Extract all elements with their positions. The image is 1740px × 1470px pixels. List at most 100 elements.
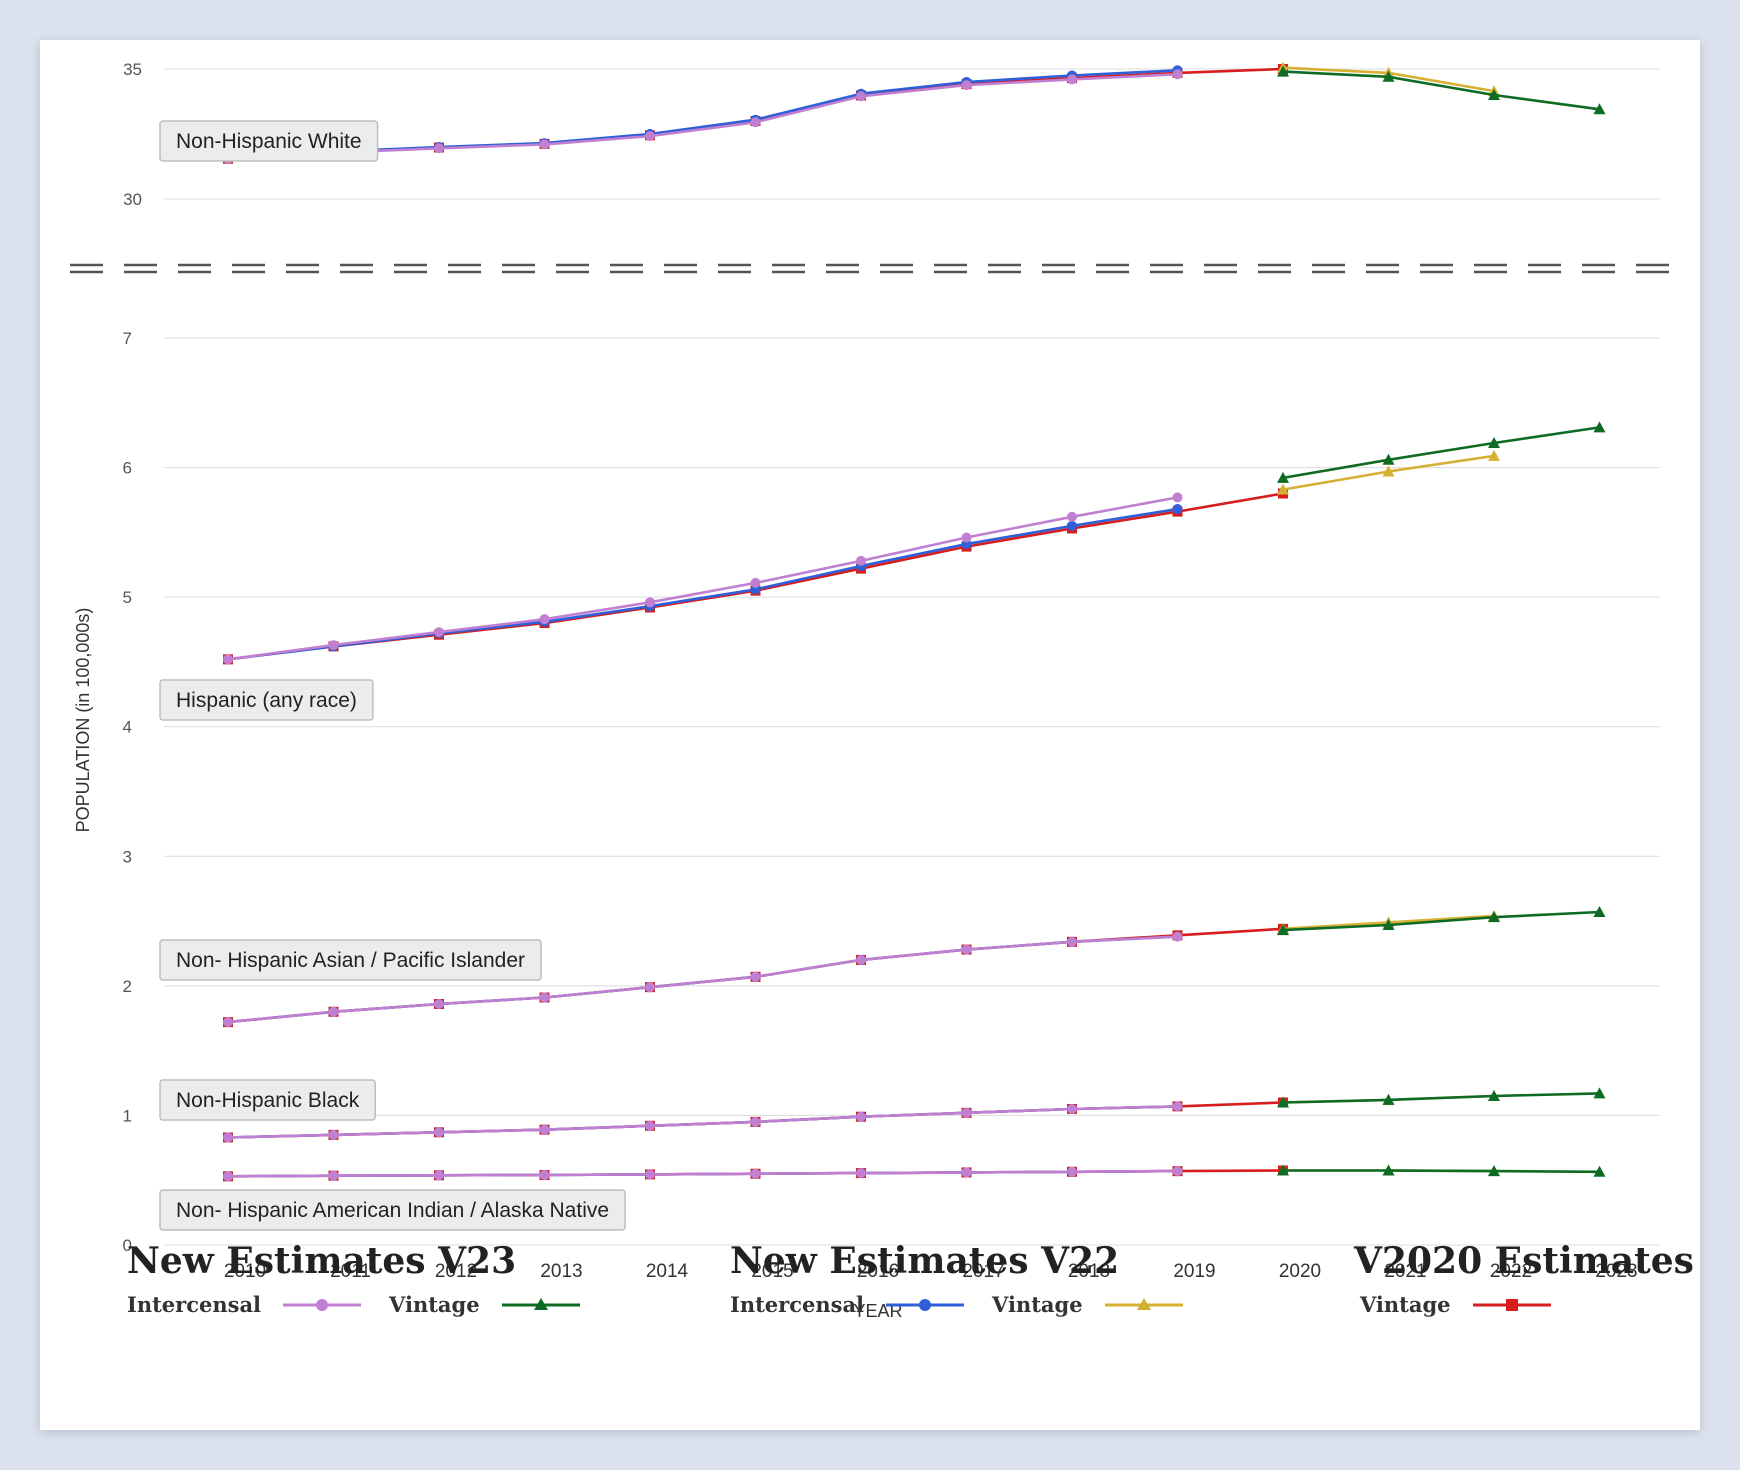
x-tick-label: 2022 <box>1490 1261 1532 1282</box>
data-point-v23_vintage <box>1488 911 1500 923</box>
series-group-label: Non-Hispanic White <box>176 130 362 153</box>
series-line-v23_intercensal <box>227 935 1178 1024</box>
data-point-v23_intercensal <box>1172 931 1183 942</box>
series-group-label: Hispanic (any race) <box>176 689 357 712</box>
data-point-v23_intercensal <box>539 992 550 1003</box>
x-tick-label: 2019 <box>1173 1261 1215 1282</box>
data-point-v23_intercensal <box>645 597 655 608</box>
data-point-v23_intercensal <box>961 80 972 91</box>
data-point-v23_intercensal <box>750 117 761 128</box>
data-point-v23_intercensal <box>856 1168 866 1179</box>
data-point-v23_vintage <box>1593 1165 1606 1177</box>
data-point-v23_intercensal <box>645 982 655 993</box>
data-point-v23_intercensal <box>1067 74 1077 85</box>
data-point-v23_intercensal <box>856 1111 866 1122</box>
data-point-v23_vintage <box>1593 421 1606 433</box>
series-group-label: Non- Hispanic American Indian / Alaska N… <box>176 1199 609 1222</box>
series-group-label: Non- Hispanic Asian / Pacific Islander <box>176 949 525 972</box>
data-point-v23_intercensal <box>328 1129 339 1140</box>
chart-card: 30 35 0 1 2 3 4 5 6 7 2010 2011 2012 2013 2014 2015 2016… <box>40 40 1700 1430</box>
series-line-v23_intercensal <box>227 72 1178 160</box>
y-tick-label: 4 <box>123 718 132 737</box>
data-point-v23_intercensal <box>328 1170 339 1181</box>
data-point-v23_vintage <box>1593 103 1606 115</box>
data-point-v23_vintage <box>1382 453 1395 465</box>
data-point-v23_intercensal <box>645 1120 655 1131</box>
legend-v23-intercensal-swatch <box>283 1298 362 1311</box>
data-point-v23_intercensal <box>223 1017 233 1028</box>
data-point-v23_vintage <box>1382 1164 1395 1176</box>
x-tick-label: 2021 <box>1384 1261 1426 1282</box>
y-tick-label: 6 <box>123 459 132 478</box>
data-point-v23_intercensal <box>1172 492 1183 503</box>
data-point-v23_intercensal <box>539 1124 550 1135</box>
legend-v22-vintage-label: Vintage <box>992 1292 1083 1317</box>
data-point-v23_intercensal <box>1172 69 1183 80</box>
x-tick-label: 2023 <box>1595 1261 1637 1282</box>
series-line-v23_vintage <box>1282 70 1600 111</box>
data-point-v22_vintage <box>1277 483 1289 495</box>
series-group-label-box <box>159 939 542 981</box>
y-tick-label: 0 <box>123 1236 132 1255</box>
data-point-v23_intercensal <box>750 1168 761 1179</box>
data-point-v23_intercensal <box>750 971 761 982</box>
x-tick-label: 2015 <box>751 1261 793 1282</box>
series-line-v23_vintage <box>1282 910 1600 932</box>
data-point-v23_vintage <box>1593 1087 1606 1099</box>
data-point-v23_intercensal <box>1067 511 1077 522</box>
data-point-v23_intercensal <box>328 1006 339 1017</box>
series-group-label-box <box>159 1079 376 1121</box>
legend-v22-intercensal-swatch <box>886 1298 965 1311</box>
y-tick-label: 35 <box>123 60 142 79</box>
data-point-v23_intercensal <box>1172 1101 1183 1112</box>
data-point-v23_intercensal <box>856 954 866 965</box>
legend-v2020: V2020 Estimates Vintage <box>1354 1240 1694 1317</box>
data-point-v23_vintage <box>1488 1089 1500 1101</box>
data-point-v23_intercensal <box>434 998 444 1009</box>
data-point-v23_intercensal <box>1172 1166 1183 1177</box>
legend-v22-vintage-swatch <box>1104 1297 1183 1310</box>
x-tick-label: 2018 <box>1068 1261 1110 1282</box>
series-line-v22_intercensal <box>227 507 1178 661</box>
data-point-v23_intercensal <box>750 1116 761 1127</box>
y-tick-label: 30 <box>123 190 142 209</box>
data-point-v23_intercensal <box>645 1169 655 1180</box>
data-point-v23_intercensal <box>223 1171 233 1182</box>
data-point-v23_intercensal <box>434 143 444 154</box>
y-axis-title: POPULATION (in 100,000s) <box>73 608 93 833</box>
data-point-v22_vintage <box>1488 449 1500 461</box>
data-point-v23_vintage <box>1488 1165 1500 1177</box>
data-point-v23_intercensal <box>645 131 655 142</box>
series-line-v23_intercensal <box>227 496 1178 661</box>
y-tick-label: 5 <box>123 588 132 607</box>
data-point-v23_intercensal <box>223 1132 233 1143</box>
data-point-v23_vintage <box>1382 70 1395 82</box>
data-point-v23_intercensal <box>1067 936 1077 947</box>
data-point-v23_intercensal <box>961 1167 972 1178</box>
legend-v2020-vintage-label: Vintage <box>1360 1292 1451 1317</box>
legend-v23-vintage-swatch <box>501 1297 580 1310</box>
series-line-v2020_vintage <box>227 67 1284 160</box>
x-tick-label: 2013 <box>540 1261 582 1282</box>
data-point-v23_intercensal <box>434 627 444 638</box>
data-point-v23_vintage <box>1488 436 1500 448</box>
data-point-v23_vintage <box>1488 89 1500 100</box>
x-tick-label: 2011 <box>330 1261 371 1282</box>
series-line-v23_vintage <box>1283 1169 1600 1174</box>
data-point-v23_vintage <box>1277 471 1289 483</box>
series-group-label-box <box>159 1189 626 1231</box>
data-point-v23_intercensal <box>328 640 339 651</box>
data-point-v23_intercensal <box>539 614 550 625</box>
data-point-v23_vintage <box>1382 1093 1395 1105</box>
legend-v23-intercensal-label: Intercensal <box>127 1292 262 1317</box>
legend-v2020-title: V2020 Estimates <box>1354 1240 1694 1282</box>
series-line-v23_intercensal <box>227 1169 1178 1178</box>
data-point-v23_intercensal <box>1067 1166 1077 1177</box>
data-point-v23_intercensal <box>223 654 233 665</box>
y-tick-label: 2 <box>123 977 132 996</box>
data-point-v23_vintage <box>1593 906 1606 918</box>
x-tick-label: 2010 <box>224 1261 266 1282</box>
series-group-label: Non-Hispanic Black <box>176 1089 360 1112</box>
legend-v2020-vintage-swatch <box>1472 1298 1551 1311</box>
legend-v23-title: New Estimates V23 <box>127 1240 517 1282</box>
